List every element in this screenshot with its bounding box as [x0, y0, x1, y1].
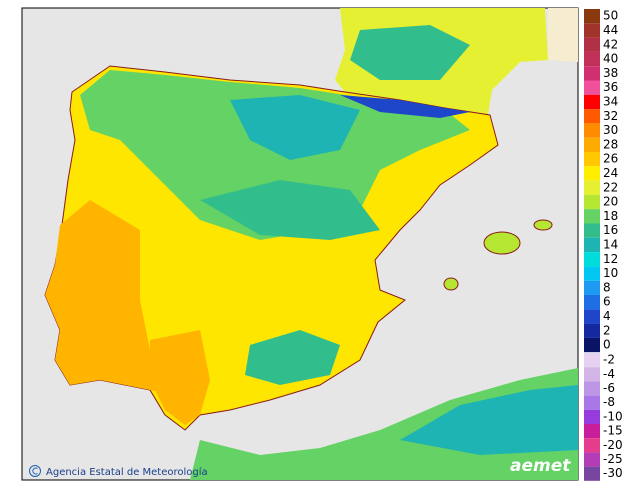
legend-label: 38	[603, 66, 618, 80]
ibiza	[443, 277, 459, 291]
legend-label: 36	[603, 80, 618, 94]
legend-label: 10	[603, 266, 618, 280]
legend-swatch	[584, 395, 600, 410]
legend-swatch	[584, 466, 600, 481]
legend-swatch	[584, 180, 600, 195]
legend-label: -4	[603, 367, 615, 381]
north-cold	[230, 95, 360, 160]
legend-swatch	[584, 80, 600, 95]
legend-swatch	[584, 252, 600, 267]
central-cold	[200, 180, 380, 240]
credit-icon-c	[32, 467, 38, 475]
legend-swatch	[584, 123, 600, 138]
north-cool	[80, 70, 470, 240]
legend-swatch	[584, 309, 600, 324]
legend-label: 30	[603, 123, 618, 137]
legend-label: 22	[603, 180, 618, 194]
menorca	[533, 219, 553, 231]
legend-label: 18	[603, 209, 618, 223]
south-warm	[150, 330, 210, 425]
legend-swatch	[584, 438, 600, 453]
legend-label: 28	[603, 137, 618, 151]
sierra-cool	[245, 330, 340, 385]
legend-swatch	[584, 9, 600, 24]
france-cool	[350, 25, 470, 80]
legend-label: 26	[603, 152, 618, 166]
legend-swatch	[584, 381, 600, 396]
legend-label: 8	[603, 280, 611, 294]
legend-label: 12	[603, 252, 618, 266]
legend-label: -15	[603, 424, 623, 438]
legend-label: 0	[603, 338, 611, 352]
legend-swatch	[584, 37, 600, 52]
legend-label: 42	[603, 37, 618, 51]
legend-label: 50	[603, 9, 618, 23]
legend-label: 2	[603, 323, 611, 337]
map: Agencia Estatal de Meteorología aemet	[21, 7, 579, 481]
legend-swatch	[584, 109, 600, 124]
legend-swatch	[584, 137, 600, 152]
legend-swatch	[584, 223, 600, 238]
legend-label: 20	[603, 195, 618, 209]
legend-swatch	[584, 323, 600, 338]
legend-swatch	[584, 23, 600, 38]
atlas	[400, 385, 578, 455]
credit-icon	[29, 465, 41, 477]
legend-swatch	[584, 194, 600, 210]
legend-label: 24	[603, 166, 618, 180]
legend-swatch	[584, 237, 600, 253]
legend-swatch	[584, 367, 600, 382]
legend-swatch	[584, 51, 600, 67]
legend-swatch	[584, 94, 600, 110]
legend-swatch	[584, 295, 600, 310]
legend-swatch	[584, 280, 600, 295]
legend-swatch	[584, 66, 600, 81]
legend-label: 32	[603, 109, 618, 123]
legend-label: 34	[603, 94, 618, 108]
legend-label: 14	[603, 237, 618, 251]
legend-swatch	[584, 353, 600, 368]
legend-swatch	[584, 152, 600, 167]
legend-label: -25	[603, 452, 623, 466]
legend-label: -6	[603, 381, 615, 395]
beige-region	[548, 8, 578, 62]
portugal-warm	[45, 200, 170, 395]
legend-swatch	[584, 166, 600, 181]
legend-swatch	[584, 337, 600, 353]
legend-label: -8	[603, 395, 615, 409]
legend-label: 4	[603, 309, 611, 323]
legend-label: -2	[603, 353, 615, 367]
legend-label: 44	[603, 23, 618, 37]
legend-label: -30	[603, 466, 623, 480]
legend-swatch	[584, 409, 600, 424]
legend-swatch	[584, 209, 600, 224]
mallorca	[483, 231, 521, 255]
pyrenees	[340, 95, 470, 118]
legend-label: -10	[603, 409, 623, 423]
legend-swatch	[584, 452, 600, 467]
legend-label: 40	[603, 52, 618, 66]
legend-swatch	[584, 266, 600, 281]
legend-label: 16	[603, 223, 618, 237]
legend: 5044424038363432302826242220181614121086…	[584, 9, 623, 481]
legend-swatch	[584, 424, 600, 439]
logo: aemet	[510, 456, 571, 476]
credit: Agencia Estatal de Meteorología	[46, 466, 208, 478]
legend-label: -20	[603, 438, 623, 452]
legend-label: 6	[603, 295, 611, 309]
